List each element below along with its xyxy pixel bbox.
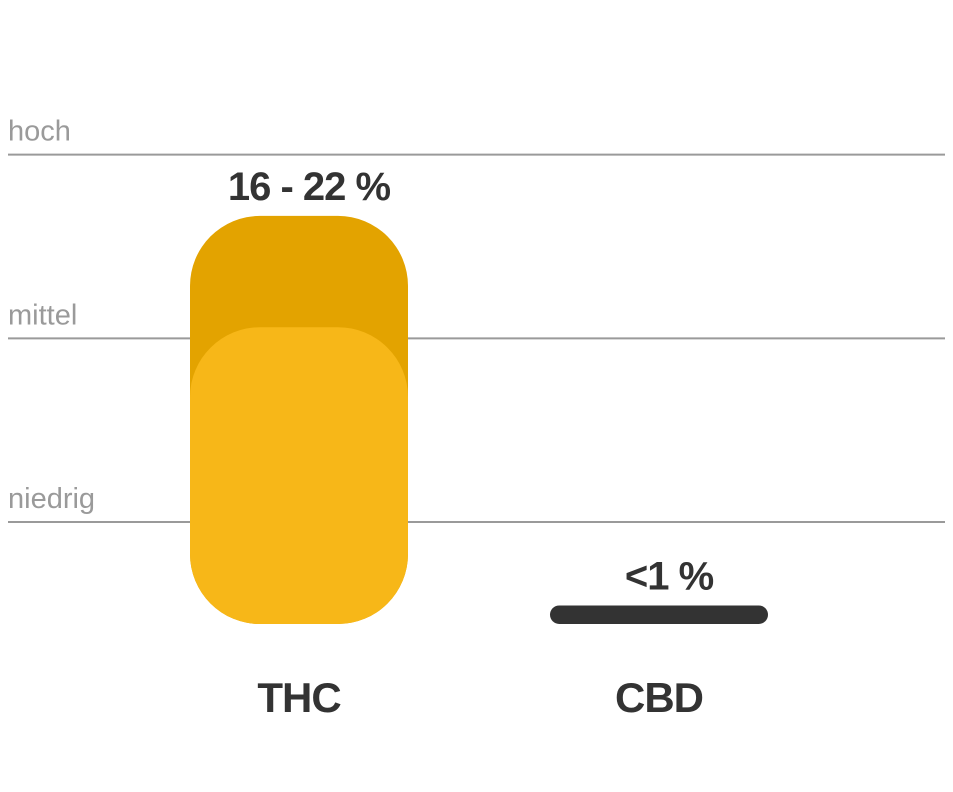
value-label: <1 %	[625, 554, 714, 598]
y-tick-label: hoch	[8, 116, 71, 148]
bar	[550, 605, 768, 624]
x-tick-label: THC	[257, 674, 341, 721]
x-tick-label: CBD	[615, 674, 703, 721]
y-tick-label: niedrig	[8, 483, 95, 515]
y-tick-label: mittel	[8, 299, 77, 331]
value-label: 16 - 22 %	[228, 165, 391, 209]
bar-low	[190, 327, 408, 624]
